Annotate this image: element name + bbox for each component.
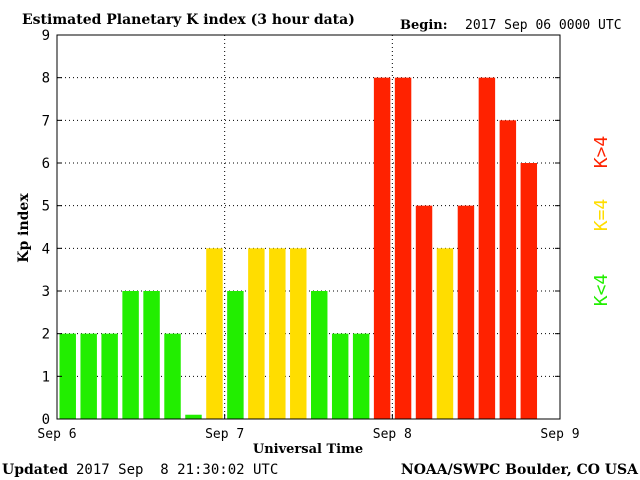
y-tick-label: 9 — [42, 28, 50, 44]
kp-bar — [164, 333, 181, 419]
y-tick-label: 2 — [42, 327, 50, 343]
updated-label: Updated — [2, 462, 68, 478]
kp-bar — [436, 248, 454, 419]
x-tick-label: Sep 8 — [373, 427, 412, 442]
y-tick-label: 7 — [42, 113, 50, 129]
kp-bar — [415, 205, 433, 419]
y-tick-label: 6 — [42, 156, 50, 172]
kp-bar — [122, 291, 139, 419]
kp-bar — [373, 77, 391, 420]
kp-bar — [206, 248, 223, 419]
kp-bar — [311, 291, 328, 419]
x-tick-label: Sep 7 — [205, 427, 244, 442]
y-tick-label: 8 — [42, 71, 50, 87]
y-tick-label: 1 — [42, 369, 50, 385]
plot-frame — [56, 34, 561, 420]
legend-high: K>4 — [591, 136, 612, 169]
kp-bar — [101, 333, 118, 419]
kp-bar — [331, 333, 349, 419]
legend-low: K<4 — [591, 274, 612, 307]
kp-bar — [248, 248, 265, 419]
kp-bar — [478, 77, 496, 420]
kp-bar — [143, 291, 160, 419]
y-tick-label: 5 — [42, 199, 50, 215]
kp-bar — [499, 120, 517, 419]
x-tick-label: Sep 6 — [37, 427, 76, 442]
kp-bar — [227, 291, 244, 419]
kp-bar — [394, 77, 412, 420]
legend-mid: K=4 — [591, 199, 612, 232]
kp-bar — [520, 163, 538, 419]
plot-area: 0 1 2 3 4 5 6 7 8 9 Sep 6 Sep 7 Sep 8 Sep 9 — [37, 28, 579, 442]
begin-label: Begin: — [400, 18, 448, 33]
kp-bar — [290, 248, 307, 419]
x-axis-label: Universal Time — [253, 442, 363, 457]
begin-value: 2017 Sep 06 0000 UTC — [465, 18, 622, 33]
kp-bar — [352, 333, 370, 419]
chart-title: Estimated Planetary K index (3 hour data… — [22, 12, 355, 28]
updated-value: 2017 Sep 8 21:30:02 UTC — [76, 462, 278, 478]
y-tick-label: 4 — [42, 241, 50, 257]
y-tick-label: 0 — [42, 412, 50, 428]
y-tick-label: 3 — [42, 284, 50, 300]
kp-bar — [269, 248, 286, 419]
kp-bar — [80, 333, 97, 419]
source-credit: NOAA/SWPC Boulder, CO USA — [401, 462, 639, 478]
kp-bar — [457, 205, 475, 419]
x-tick-label: Sep 9 — [540, 427, 579, 442]
kp-bar — [59, 333, 76, 419]
kp-bar — [185, 414, 202, 419]
y-axis-label: Kp index — [16, 193, 32, 263]
